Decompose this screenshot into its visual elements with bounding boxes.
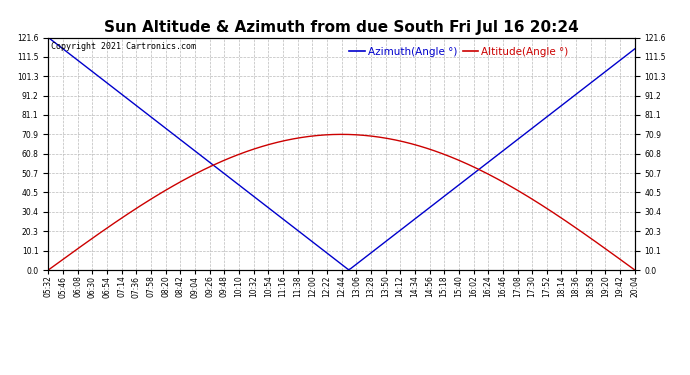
Title: Sun Altitude & Azimuth from due South Fri Jul 16 20:24: Sun Altitude & Azimuth from due South Fr… xyxy=(104,20,579,35)
Text: Copyright 2021 Cartronics.com: Copyright 2021 Cartronics.com xyxy=(51,42,196,51)
Legend: Azimuth(Angle °), Altitude(Angle °): Azimuth(Angle °), Altitude(Angle °) xyxy=(345,43,573,61)
